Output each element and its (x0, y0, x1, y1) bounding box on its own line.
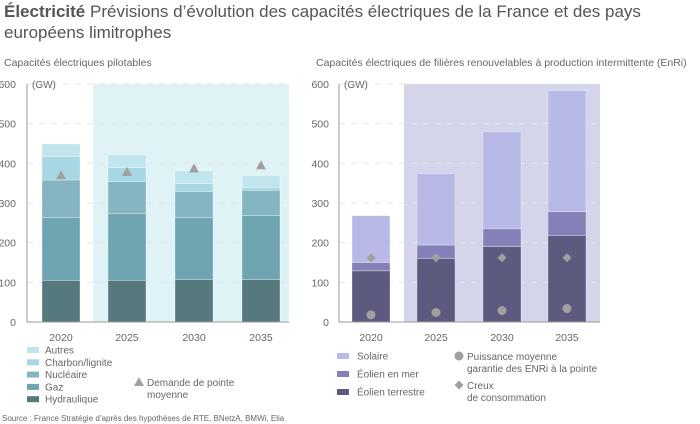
bar-segment-nucl-aire (241, 190, 281, 216)
bar-segment--olien-en-mer (482, 228, 522, 247)
bar-segment-nucl-aire (174, 191, 214, 218)
chart-title: Capacités électriques de filières renouv… (316, 57, 687, 69)
x-tick-label: 2020 (49, 332, 73, 344)
legend-label: Éolien terrestre (357, 386, 425, 399)
legend-swatch (27, 383, 39, 390)
title-bold: Électricité (4, 2, 86, 21)
x-tick-label: 2025 (115, 332, 139, 344)
legend-swatch (337, 371, 349, 377)
page-title: Électricité Prévisions d’évolution des c… (4, 1, 694, 43)
x-tick-label: 2035 (555, 332, 579, 344)
y-tick-label: 400 (0, 158, 16, 170)
y-tick-label: 0 (10, 317, 16, 329)
legend-label: Gaz (45, 382, 63, 393)
marker-circle (431, 307, 441, 317)
marker-diamond (431, 253, 441, 263)
legend-label: moyenne (147, 390, 189, 401)
x-tick-label: 2025 (424, 332, 448, 344)
bar-segment-gaz (241, 215, 281, 280)
legend-swatch (27, 371, 39, 378)
legend-swatch (27, 396, 39, 403)
x-tick-label: 2020 (359, 332, 383, 344)
title-rest: Prévisions d’évolution des capacités éle… (4, 2, 641, 42)
y-tick-label: 100 (311, 277, 329, 289)
y-tick-label: 200 (311, 238, 329, 250)
chart-2: Capacités électriques de filières renouv… (311, 57, 686, 344)
bar-segment-nucl-aire (107, 181, 147, 215)
y-axis-unit: (GW) (32, 80, 56, 91)
legend-label: Demande de pointe (147, 378, 235, 389)
legend-swatch (337, 389, 349, 395)
legend-label: garantie des ENRi à la pointe (467, 364, 598, 375)
legend-label: Solaire (357, 352, 389, 363)
marker-circle (366, 310, 376, 320)
marker-triangle (56, 170, 66, 180)
y-tick-label: 300 (0, 198, 16, 210)
y-tick-label: 600 (0, 79, 16, 91)
y-tick-label: 400 (311, 158, 329, 170)
chart-1: Capacités électriques pilotables 0 100 200 3… (0, 57, 289, 344)
source-note: Source : France Stratégie d’après des hy… (2, 414, 285, 423)
legend-swatch (27, 347, 39, 353)
y-tick-label: 300 (311, 198, 329, 210)
bar-segment-gaz (174, 217, 214, 280)
y-tick-label: 500 (0, 119, 16, 131)
bar-segment-autres (241, 175, 281, 188)
marker-diamond (562, 253, 572, 263)
bar-segment-charbon-lignite (174, 183, 214, 192)
bar-segment-solaire (416, 173, 456, 246)
bar-segment-hydraulique (174, 279, 214, 323)
bar-segment-hydraulique (241, 279, 281, 323)
legend-triangle-icon (134, 377, 144, 386)
legend-label: Nucléaire (45, 370, 88, 381)
bar-segment-autres (174, 170, 214, 184)
legend-circle-icon (454, 351, 464, 361)
marker-diamond (497, 253, 507, 263)
x-tick-label: 2030 (182, 332, 206, 344)
y-tick-label: 0 (323, 317, 329, 329)
bar-segment-solaire (547, 90, 587, 213)
legend-label: Creux (467, 381, 494, 392)
y-axis-unit: (GW) (344, 80, 368, 91)
marker-diamond (366, 253, 376, 263)
bar-segment-autres (107, 154, 147, 168)
marker-triangle (122, 167, 132, 177)
bar-segment-solaire (482, 131, 522, 230)
legend-right: Solaire Éolien en mer Éolien terrestre Puis… (337, 351, 598, 404)
bar-segment-charbon-lignite (241, 187, 281, 191)
legend-label: Hydraulique (45, 395, 99, 406)
bar-segment-nucl-aire (41, 179, 81, 218)
bar-segment-hydraulique (107, 280, 147, 323)
legend-label: Éolien en mer (357, 368, 419, 381)
marker-triangle (189, 163, 199, 173)
bar-segment--olien-en-mer (547, 211, 587, 236)
bar-segment-hydraulique (41, 280, 81, 323)
legend-swatch (337, 353, 349, 359)
bar-segment-gaz (107, 213, 147, 281)
bar-segment-autres (41, 143, 81, 157)
legend-label: Autres (45, 346, 74, 357)
x-tick-label: 2030 (490, 332, 514, 344)
x-tick-label: 2035 (249, 332, 273, 344)
legend-label: Puissance moyenne (467, 352, 557, 363)
marker-circle (497, 305, 507, 315)
y-tick-label: 600 (311, 79, 329, 91)
marker-triangle (256, 160, 266, 170)
legend-label: Charbon/lignite (45, 358, 113, 369)
y-tick-label: 100 (0, 277, 16, 289)
legend-diamond-icon (454, 380, 464, 390)
legend-label: de consommation (467, 393, 546, 404)
chart-title: Capacités électriques pilotables (4, 57, 152, 69)
bar-segment--olien-en-mer (351, 262, 391, 272)
y-tick-label: 200 (0, 238, 16, 250)
marker-circle (562, 304, 572, 314)
bar-segment-gaz (41, 217, 81, 281)
y-tick-label: 500 (311, 119, 329, 131)
legend-swatch (27, 359, 39, 366)
